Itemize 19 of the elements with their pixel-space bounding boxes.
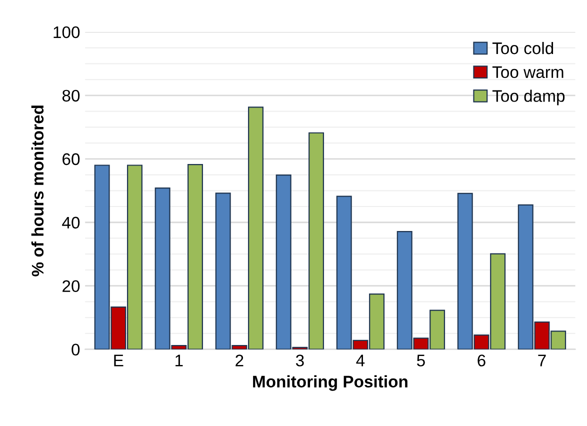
y-tick-label: 100 (54, 26, 80, 38)
x-tick-label: 2 (236, 354, 244, 366)
y-axis-title: % of hours monitored (31, 106, 44, 276)
legend-label: Too cold (492, 42, 554, 54)
x-tick-label: 3 (296, 354, 304, 366)
legend-label: Too warm (492, 66, 564, 78)
x-tick-label: 6 (478, 354, 486, 366)
x-tick-label: 5 (416, 354, 425, 366)
y-tick-label: 40 (62, 216, 80, 229)
y-tick-label: 80 (62, 90, 80, 102)
legend-label: Too damp (492, 90, 565, 106)
x-tick-label: 1 (176, 354, 183, 366)
x-tick-label: 4 (356, 354, 365, 366)
y-tick-label: 60 (62, 153, 80, 166)
x-tick-label: 7 (538, 354, 546, 366)
x-axis-title: Monitoring Position (253, 375, 408, 391)
x-tick-label: E (114, 354, 124, 366)
y-tick-label: 20 (62, 280, 80, 292)
y-tick-label: 0 (72, 344, 80, 356)
